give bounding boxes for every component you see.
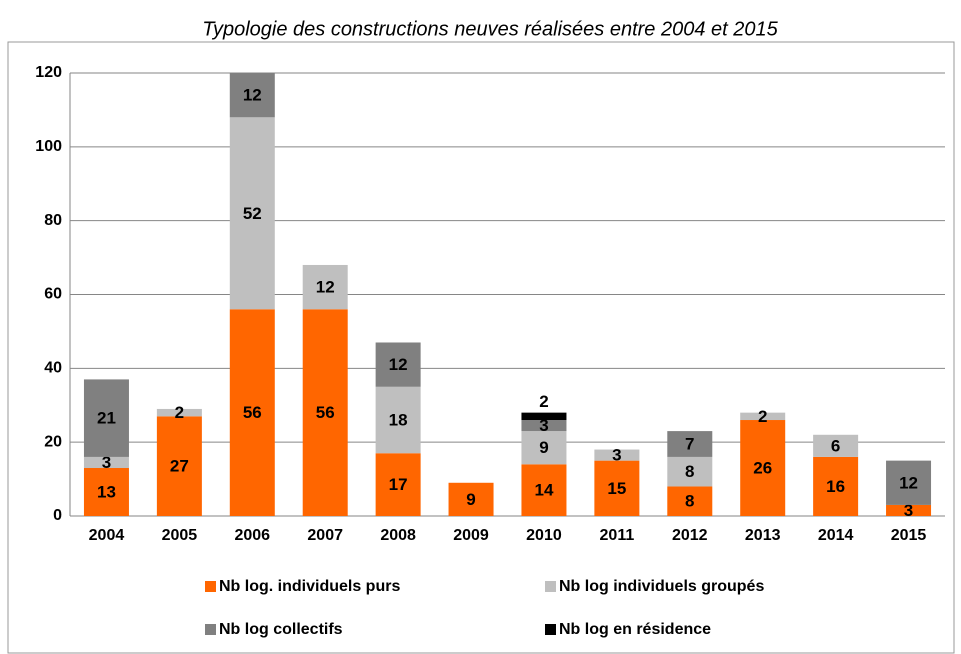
data-label: 56 [316,403,335,422]
bar-segment [813,434,859,457]
data-label: 6 [831,436,840,455]
bar-segment [448,482,494,516]
data-label: 9 [466,490,475,509]
x-tick-label: 2015 [891,527,927,544]
bar-segment [521,412,567,421]
data-label: 3 [612,446,621,465]
y-tick-label: 40 [44,360,62,377]
data-label: 12 [899,473,918,492]
x-tick-label: 2009 [453,527,489,544]
bar-segment [156,408,202,417]
data-label: 15 [607,479,626,498]
x-tick-label: 2014 [818,527,854,544]
y-tick-label: 0 [53,507,62,524]
data-label: 17 [389,475,408,494]
data-label: 12 [316,278,335,297]
bar-segment [813,456,859,516]
data-label: 3 [102,453,111,472]
bar-segment [375,342,421,387]
data-label: 16 [826,477,845,496]
bar-segment [229,117,275,310]
bar-segment [667,456,713,487]
data-label: 27 [170,457,189,476]
data-label: 21 [97,409,116,428]
legend-label: Nb log en résidence [559,621,711,638]
bar-segment [83,468,129,516]
bar-segment [375,453,421,516]
legend-label: Nb log. individuels purs [219,578,400,595]
legend-label: Nb log collectifs [219,621,343,638]
chart-title: Typologie des constructions neuves réali… [202,18,778,40]
x-tick-label: 2013 [745,527,781,544]
bar-segment [886,460,932,505]
data-label: 18 [389,411,408,430]
data-label: 56 [243,403,262,422]
bar-segment [83,379,129,457]
data-label: 2 [758,407,767,426]
bar-segment [521,420,567,432]
legend-swatch [545,581,556,592]
bar-segment [83,456,129,469]
x-tick-label: 2005 [162,527,198,544]
bar-segment [886,504,932,516]
bar-segment [302,264,348,310]
bar-segment [229,309,275,516]
bar-segment [594,460,640,516]
data-label: 12 [243,86,262,105]
y-tick-label: 100 [35,138,62,155]
data-label: 14 [534,481,553,500]
x-tick-label: 2012 [672,527,708,544]
bar-segment [156,416,202,516]
bar-segment [521,431,567,465]
bar-segment [302,309,348,516]
data-label: 9 [539,438,548,457]
x-tick-label: 2004 [89,527,125,544]
bar-segment [740,412,786,421]
data-label: 2 [539,392,548,411]
data-label: 26 [753,458,772,477]
bar-segment [594,449,640,461]
x-tick-label: 2007 [307,527,343,544]
y-tick-label: 60 [44,286,62,303]
data-label: 3 [539,416,548,435]
data-label: 13 [97,482,116,501]
bar-segment [667,486,713,516]
y-tick-label: 20 [44,433,62,450]
x-tick-label: 2010 [526,527,562,544]
legend-swatch [545,624,556,635]
bar-segment [667,431,713,457]
data-label: 7 [685,434,694,453]
legend-swatch [205,581,216,592]
y-tick-label: 120 [35,64,62,81]
x-tick-label: 2006 [234,527,270,544]
bar-segment [229,73,275,118]
data-label: 3 [904,501,913,520]
data-label: 12 [389,355,408,374]
data-label: 8 [685,462,694,481]
bar-segment [375,386,421,454]
y-tick-label: 80 [44,212,62,229]
chart-border [7,41,955,654]
legend-swatch [205,624,216,635]
data-label: 52 [243,204,262,223]
bar-segment [521,464,567,516]
data-label: 8 [685,492,694,511]
x-tick-label: 2011 [600,527,635,544]
legend-label: Nb log individuels groupés [559,578,764,595]
x-tick-label: 2008 [380,527,416,544]
data-label: 2 [175,403,184,422]
bar-segment [740,420,786,516]
